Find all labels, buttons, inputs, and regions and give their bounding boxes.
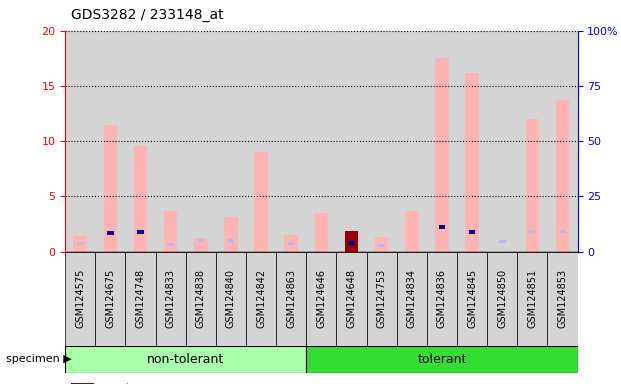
Text: GSM124845: GSM124845 bbox=[467, 269, 477, 328]
Bar bbox=[405, 211, 419, 252]
Text: GSM124853: GSM124853 bbox=[558, 269, 568, 328]
Bar bbox=[246, 252, 276, 346]
Bar bbox=[337, 252, 366, 346]
Bar bbox=[125, 252, 156, 346]
Bar bbox=[255, 152, 268, 252]
Bar bbox=[427, 252, 457, 346]
Bar bbox=[348, 242, 355, 245]
Bar bbox=[438, 225, 445, 229]
Bar bbox=[517, 252, 547, 346]
Bar bbox=[397, 252, 427, 346]
Bar bbox=[216, 252, 246, 346]
Bar bbox=[137, 230, 144, 234]
Bar bbox=[469, 230, 475, 233]
Text: specimen ▶: specimen ▶ bbox=[6, 354, 72, 364]
Text: GSM124863: GSM124863 bbox=[286, 269, 296, 328]
Bar bbox=[107, 231, 114, 235]
Text: GSM124840: GSM124840 bbox=[226, 269, 236, 328]
Bar bbox=[487, 31, 517, 252]
Text: GSM124748: GSM124748 bbox=[135, 269, 145, 328]
Text: count: count bbox=[99, 382, 131, 384]
Text: non-tolerant: non-tolerant bbox=[147, 353, 224, 366]
Bar bbox=[345, 230, 358, 252]
Bar bbox=[306, 346, 578, 373]
Bar bbox=[306, 252, 337, 346]
Bar bbox=[397, 31, 427, 252]
Bar bbox=[156, 31, 186, 252]
Bar bbox=[375, 237, 388, 252]
Bar bbox=[378, 244, 385, 247]
Bar bbox=[134, 146, 147, 252]
Bar bbox=[104, 124, 117, 252]
Bar bbox=[529, 230, 536, 234]
Bar bbox=[499, 240, 505, 243]
Bar bbox=[547, 252, 578, 346]
Bar bbox=[96, 31, 125, 252]
Bar bbox=[197, 239, 204, 242]
Bar bbox=[168, 243, 174, 246]
Bar bbox=[194, 238, 207, 252]
Bar bbox=[427, 31, 457, 252]
Bar bbox=[156, 252, 186, 346]
Bar bbox=[366, 31, 397, 252]
Bar bbox=[487, 252, 517, 346]
Text: GSM124838: GSM124838 bbox=[196, 269, 206, 328]
Text: GSM124851: GSM124851 bbox=[527, 269, 537, 328]
Bar bbox=[186, 31, 216, 252]
Text: GSM124675: GSM124675 bbox=[106, 269, 116, 328]
Text: GSM124833: GSM124833 bbox=[166, 269, 176, 328]
Bar bbox=[228, 239, 234, 243]
Bar bbox=[547, 31, 578, 252]
Bar bbox=[65, 252, 96, 346]
Bar bbox=[186, 252, 216, 346]
Text: GSM124842: GSM124842 bbox=[256, 269, 266, 328]
Bar bbox=[465, 73, 479, 252]
Bar bbox=[457, 252, 487, 346]
Bar bbox=[276, 31, 306, 252]
Text: GDS3282 / 233148_at: GDS3282 / 233148_at bbox=[71, 8, 224, 22]
Bar bbox=[276, 252, 306, 346]
Bar bbox=[366, 252, 397, 346]
Bar bbox=[246, 31, 276, 252]
Bar bbox=[77, 242, 84, 245]
Bar bbox=[288, 242, 294, 245]
Text: GSM124753: GSM124753 bbox=[377, 269, 387, 328]
Text: GSM124575: GSM124575 bbox=[75, 269, 85, 328]
Bar bbox=[525, 119, 539, 252]
Bar bbox=[164, 211, 178, 252]
Bar bbox=[517, 31, 547, 252]
Bar bbox=[469, 230, 475, 233]
Bar bbox=[224, 217, 238, 252]
Bar bbox=[337, 31, 366, 252]
Text: GSM124648: GSM124648 bbox=[347, 269, 356, 328]
Bar bbox=[306, 31, 337, 252]
Bar bbox=[216, 31, 246, 252]
Bar bbox=[284, 235, 298, 252]
Bar bbox=[435, 58, 449, 252]
Bar bbox=[556, 100, 569, 252]
Bar bbox=[457, 31, 487, 252]
Bar bbox=[65, 31, 96, 252]
Bar bbox=[559, 230, 566, 233]
Text: GSM124646: GSM124646 bbox=[316, 269, 327, 328]
Bar bbox=[315, 213, 328, 252]
Text: tolerant: tolerant bbox=[417, 353, 466, 366]
Bar bbox=[96, 252, 125, 346]
Bar bbox=[125, 31, 156, 252]
Text: GSM124836: GSM124836 bbox=[437, 269, 447, 328]
Bar bbox=[65, 346, 306, 373]
Text: GSM124850: GSM124850 bbox=[497, 269, 507, 328]
Bar bbox=[73, 236, 87, 252]
Text: GSM124834: GSM124834 bbox=[407, 269, 417, 328]
